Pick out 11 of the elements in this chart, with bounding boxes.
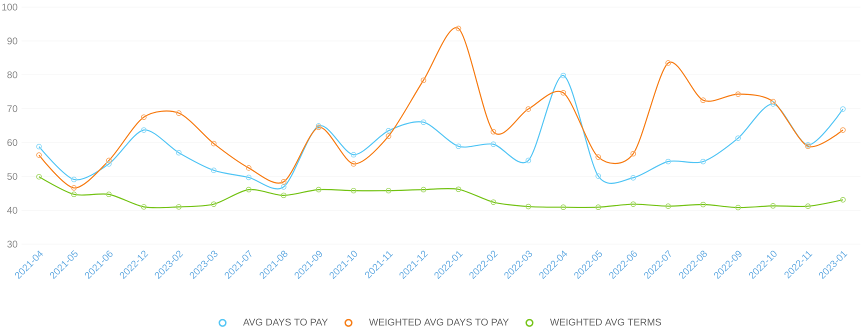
legend-label: WEIGHTED AVG DAYS TO PAY <box>369 318 509 326</box>
y-tick-label: 70 <box>7 105 18 112</box>
legend-label: WEIGHTED AVG TERMS <box>550 318 662 326</box>
y-tick-label: 100 <box>2 4 18 10</box>
y-tick-label: 60 <box>7 138 18 146</box>
y-tick-label: 90 <box>7 37 18 44</box>
legend-label: AVG DAYS TO PAY <box>243 318 328 326</box>
y-tick-label: 30 <box>7 240 18 248</box>
y-tick-label: 40 <box>7 206 18 214</box>
y-tick-label: 50 <box>7 172 18 180</box>
y-tick-label: 80 <box>7 71 18 78</box>
